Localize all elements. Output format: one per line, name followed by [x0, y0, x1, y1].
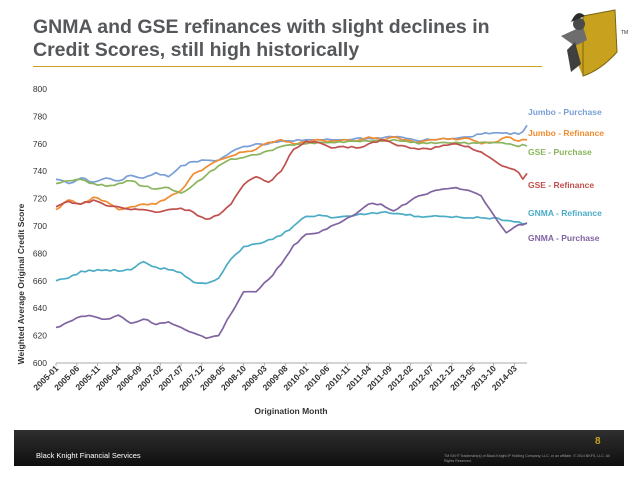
series-line [55, 138, 528, 221]
y-tick-label: 620 [33, 331, 47, 341]
y-tick-label: 600 [33, 358, 47, 368]
title-divider [33, 66, 542, 67]
series-line [55, 124, 528, 185]
x-axis-title: Origination Month [254, 406, 327, 416]
y-tick-label: 740 [33, 166, 47, 176]
y-tick-label: 640 [33, 303, 47, 313]
shield-icon [575, 10, 617, 76]
y-tick-label: 680 [33, 248, 47, 258]
slide-title: GNMA and GSE refinances with slight decl… [33, 16, 490, 61]
series-line [55, 136, 528, 211]
logo-mark: TM [621, 30, 628, 36]
y-tick-label: 800 [33, 84, 47, 94]
footer-bar [14, 430, 624, 466]
y-tick-label: 720 [33, 194, 47, 204]
y-tick-label: 780 [33, 111, 47, 121]
y-tick-label: 700 [33, 221, 47, 231]
legend-label: GSE - Refinance [528, 180, 594, 190]
company-name: Black Knight Financial Services [36, 451, 141, 460]
legend-label: GNMA - Purchase [528, 233, 600, 243]
legend-label: Jumbo - Refinance [528, 128, 604, 138]
y-tick-label: 760 [33, 139, 47, 149]
legend-label: GNMA - Refinance [528, 208, 602, 218]
page-number: 8 [595, 436, 601, 447]
credit-score-chart: 6006206406606807007207407607808002005-01… [16, 84, 604, 416]
legend-label: Jumbo - Purchase [528, 107, 602, 117]
series-line [55, 210, 528, 285]
series-line [55, 138, 528, 194]
knight-logo-icon: TM [561, 9, 628, 77]
y-axis-title: Weighted Average Original Credit Score [16, 203, 26, 364]
series-line [55, 186, 528, 340]
y-tick-label: 660 [33, 276, 47, 286]
legend-label: GSE - Purchase [528, 147, 592, 157]
legal-notice: TM SM ® Trademark(s) of Black Knight IP … [444, 454, 610, 463]
